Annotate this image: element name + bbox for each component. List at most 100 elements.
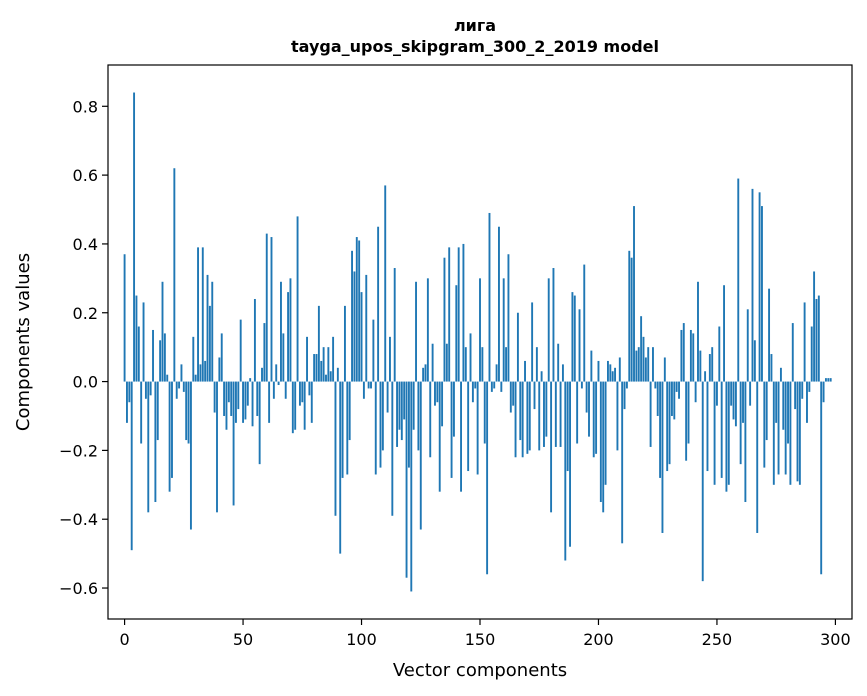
x-tick-label: 250 [702,630,733,649]
bar [490,381,493,392]
x-tick-label: 0 [119,630,129,649]
bar [595,381,598,454]
bar [128,381,131,403]
bar [514,381,517,458]
bar [315,354,318,382]
bar [189,381,192,530]
bar [282,333,285,382]
bar [763,381,766,468]
bar [434,381,436,406]
bar [483,381,486,444]
bar [689,329,692,382]
bar [602,381,605,513]
bar [460,381,462,492]
bar [239,319,242,382]
bar [784,381,787,475]
bar [543,381,545,447]
bar [659,381,662,478]
bar [365,274,368,382]
bar [417,381,420,451]
bar [630,257,633,382]
bar [410,381,413,592]
bar [742,381,744,423]
bar [367,381,370,389]
bar [685,381,688,461]
bar [599,381,602,502]
bar [218,357,221,382]
bar [824,378,827,382]
bar [329,371,332,382]
bar [405,381,408,578]
bar [647,347,650,382]
bar [426,278,429,382]
bar [336,367,339,382]
bar [637,347,640,382]
bar [334,381,337,516]
bar [734,381,737,427]
y-tick-label: 0.2 [73,304,98,323]
bar [621,381,624,544]
bar [488,212,491,382]
x-axis-label: Vector components [393,660,567,681]
bar [761,206,763,382]
bar [268,381,271,423]
bar [817,295,820,382]
bar [680,329,683,382]
bar [140,381,143,444]
bar [263,323,266,382]
bar [419,381,422,530]
bar [640,316,643,382]
bar [450,381,453,478]
bar [500,381,503,392]
bar [159,340,162,382]
bar [649,381,652,447]
y-tick-label: −0.4 [59,510,98,529]
bar [815,298,818,382]
bar [261,367,263,382]
bar [654,381,657,389]
bar [443,257,446,382]
bar [403,381,406,420]
bar [306,336,308,382]
bar [223,381,226,416]
chart-title: лига [454,16,496,35]
bar [474,381,477,389]
bar [609,364,612,382]
bar [789,381,792,485]
bar [633,206,635,382]
bar [374,381,377,475]
bar [718,326,721,382]
x-tick-label: 50 [233,630,253,649]
bar [540,371,543,382]
bar [782,381,785,430]
bar [391,381,394,516]
bar [573,295,576,382]
bar [625,381,628,389]
bar [320,360,323,382]
bar [270,237,273,382]
bar [230,381,233,416]
bar [656,381,659,416]
bar [244,381,247,420]
bar [753,340,756,382]
bar [715,381,718,406]
bar [448,247,451,382]
x-axis-ticks: 0 50 100 150 200 250 300 [119,619,851,649]
bar [308,381,311,396]
bar [675,381,678,392]
bar-series [123,92,832,592]
bar [775,381,778,423]
bar [216,381,218,513]
x-tick-label: 300 [820,630,851,649]
bar [704,371,707,382]
bar [317,305,320,382]
bar [313,354,316,382]
bar [467,381,470,472]
bar [185,381,188,441]
y-tick-label: 0.6 [73,166,98,185]
bar [208,305,211,382]
bar [277,381,280,386]
bar [744,381,747,502]
bar [663,357,666,382]
bar [381,381,384,451]
